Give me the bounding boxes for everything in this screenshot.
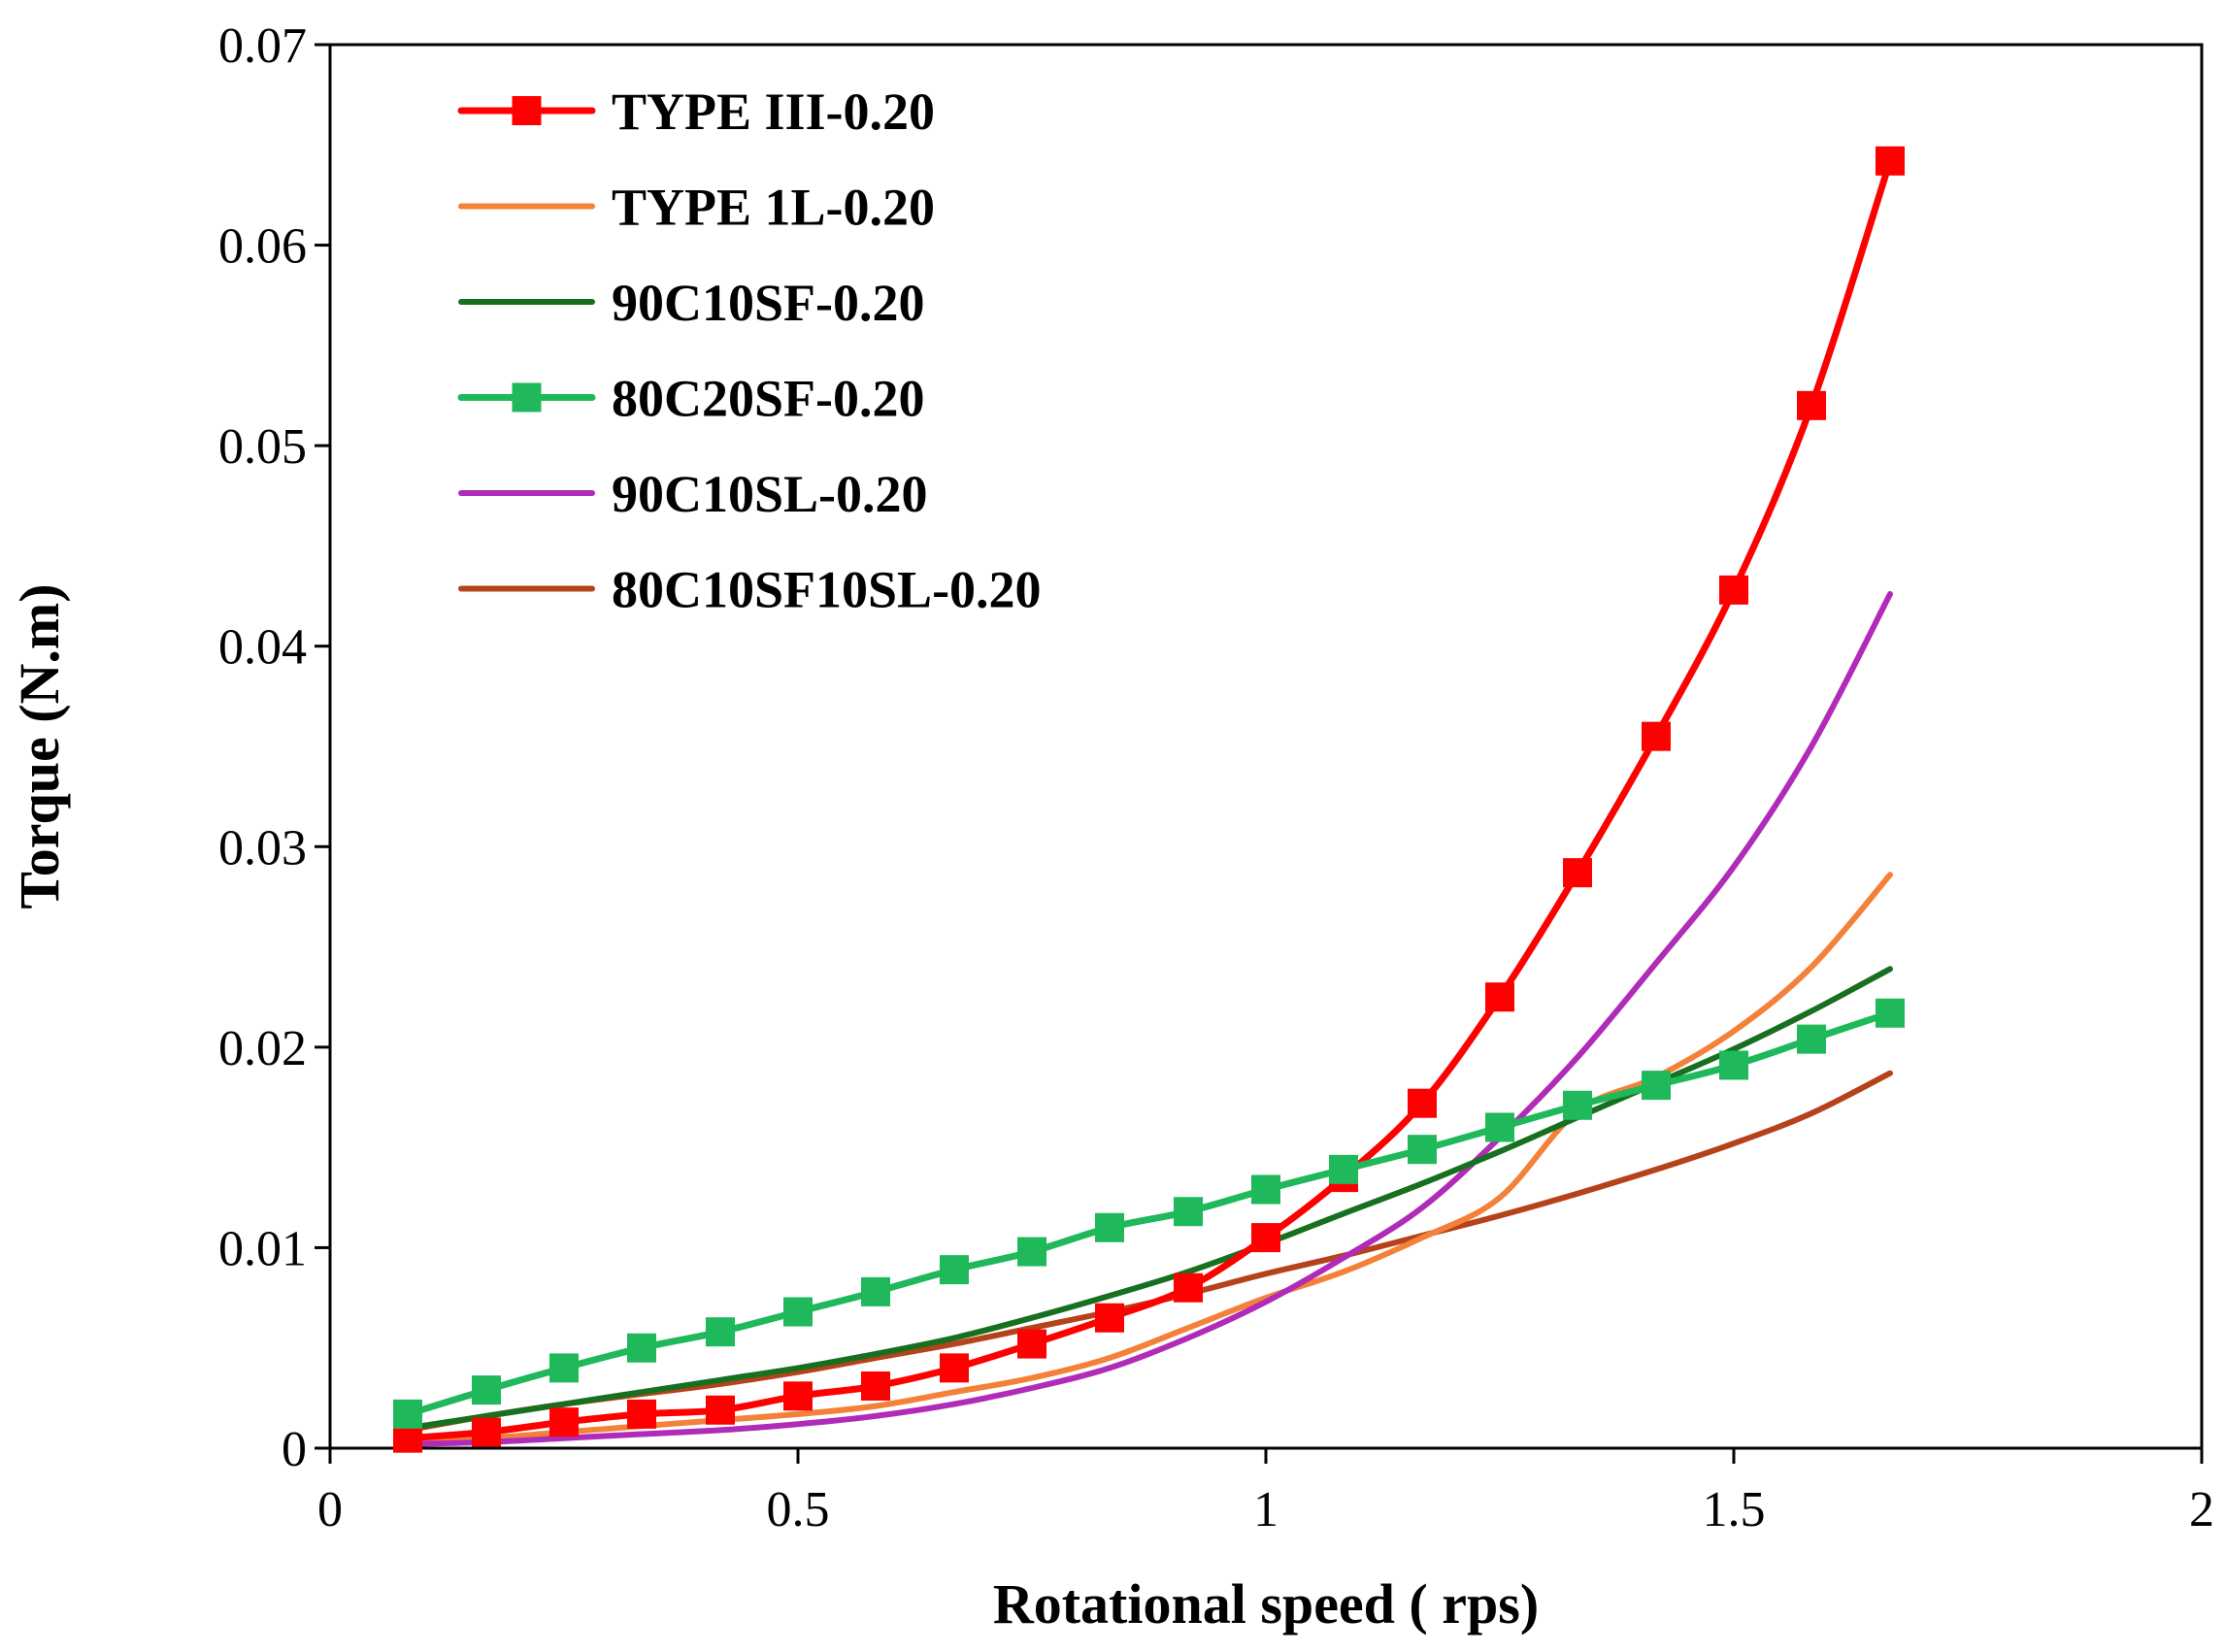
x-tick-label: 1 [1253,1482,1279,1537]
data-point [1641,1071,1671,1101]
data-point [549,1353,579,1383]
legend-label: 80C10SF10SL-0.20 [612,561,1042,619]
data-point [705,1317,735,1347]
data-point [627,1399,657,1429]
data-point [1173,1197,1203,1227]
y-tick-label: 0.06 [218,219,307,275]
data-point [1017,1329,1046,1359]
legend-label: 90C10SL-0.20 [612,465,928,523]
data-point [783,1381,813,1411]
data-point [1563,1090,1593,1120]
data-point [861,1371,891,1401]
data-point [1485,1112,1514,1142]
data-point [783,1297,813,1327]
data-point [1641,721,1671,751]
y-axis-title: Torque (N.m) [8,583,71,909]
x-axis-title: Rotational speed ( rps) [993,1572,1539,1635]
y-tick-label: 0.05 [218,419,307,475]
y-tick-label: 0 [282,1422,307,1477]
data-point [939,1255,969,1285]
data-point [1485,982,1514,1012]
series-line-90c10sl-0-20 [405,591,1893,1447]
series-90c10sl-0-20 [405,591,1893,1447]
data-point [1095,1303,1125,1333]
legend-marker-swatch [512,96,542,125]
legend-label: TYPE III-0.20 [612,83,935,141]
data-point [1251,1223,1280,1253]
data-point [1875,998,1905,1028]
x-tick-label: 2 [2189,1482,2214,1537]
y-axis: 0 0.01 0.02 0.03 0.04 0.05 0.06 0.07 [218,18,330,1477]
series-layer [393,146,1905,1453]
x-tick-label: 0.5 [767,1482,830,1537]
data-point [1173,1272,1203,1303]
data-point [1095,1212,1125,1242]
data-point [1329,1154,1359,1184]
legend-marker-swatch [512,382,542,413]
data-point [1017,1237,1046,1267]
y-tick-label: 0.04 [218,620,307,676]
x-tick-label: 1.5 [1703,1482,1766,1537]
legend-item-80c10sf10sl-0-20: 80C10SF10SL-0.20 [458,561,1042,619]
data-point [393,1399,423,1429]
data-point [471,1417,501,1447]
x-tick-label: 0 [317,1482,343,1537]
legend-label: 90C10SF-0.20 [612,274,925,332]
data-point [1797,1024,1827,1054]
legend-item-90c10sf-0-20: 90C10SF-0.20 [458,274,925,332]
data-point [1407,1088,1437,1118]
data-point [1251,1174,1280,1205]
legend: TYPE III-0.20 TYPE 1L-0.20 90C10SF-0.20 80C… [457,83,1042,619]
data-point [1875,146,1905,176]
x-axis: 0 0.5 1 1.5 2 [317,1448,2214,1537]
data-point [705,1395,735,1425]
series-80c20sf-0-20 [393,998,1905,1429]
y-tick-label: 0.01 [218,1221,307,1276]
data-point [471,1375,501,1405]
y-tick-label: 0.07 [218,18,307,74]
data-point [861,1276,891,1306]
y-tick-label: 0.03 [218,820,307,876]
data-point [627,1333,657,1363]
legend-item-80c20sf-0-20: 80C20SF-0.20 [457,370,925,428]
legend-item-type-1l-0-20: TYPE 1L-0.20 [458,179,935,237]
data-point [1563,858,1593,888]
data-point [1719,1050,1748,1080]
data-point [1407,1135,1437,1165]
legend-label: 80C20SF-0.20 [612,370,925,428]
data-point [939,1353,969,1383]
data-point [1797,390,1827,420]
legend-label: TYPE 1L-0.20 [612,179,935,237]
y-tick-label: 0.02 [218,1021,307,1076]
data-point [1719,575,1748,605]
legend-item-type-iii-0-20: TYPE III-0.20 [457,83,935,141]
series-line-type-iii-0-20 [404,157,1894,1442]
data-point [549,1407,579,1437]
legend-item-90c10sl-0-20: 90C10SL-0.20 [458,465,928,523]
